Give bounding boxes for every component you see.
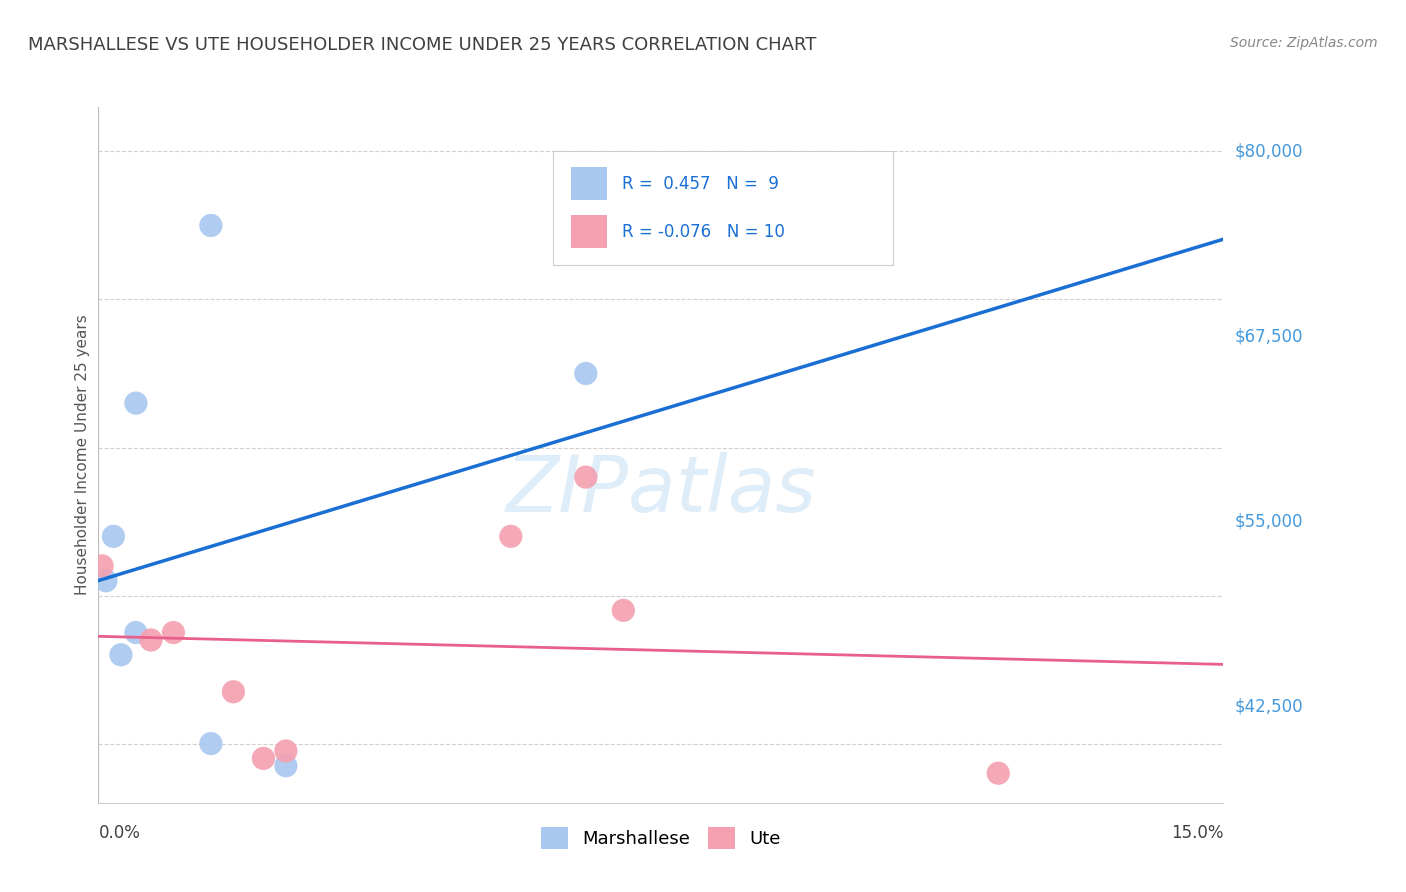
Text: 0.0%: 0.0% (98, 823, 141, 842)
Point (222, 685, 245, 699)
Text: $80,000: $80,000 (1234, 143, 1303, 161)
Text: R = -0.076   N = 10: R = -0.076 N = 10 (621, 223, 785, 241)
Text: $42,500: $42,500 (1234, 698, 1303, 715)
Point (139, 632, 162, 647)
Point (94, 574, 117, 588)
Point (91, 558, 114, 573)
Legend: Marshallese, Ute: Marshallese, Ute (533, 820, 789, 856)
Point (575, 470, 598, 484)
Point (499, 529, 522, 543)
Text: Source: ZipAtlas.com: Source: ZipAtlas.com (1230, 36, 1378, 50)
Point (125, 396, 148, 410)
Point (103, 529, 125, 543)
Point (987, 766, 1010, 780)
Text: MARSHALLESE VS UTE HOUSEHOLDER INCOME UNDER 25 YEARS CORRELATION CHART: MARSHALLESE VS UTE HOUSEHOLDER INCOME UN… (28, 36, 817, 54)
Text: $67,500: $67,500 (1234, 327, 1303, 345)
Point (252, 751, 274, 765)
Point (274, 744, 297, 758)
Point (575, 367, 598, 381)
Text: R =  0.457   N =  9: R = 0.457 N = 9 (621, 175, 779, 193)
Point (274, 759, 297, 773)
Text: ZIPatlas: ZIPatlas (505, 451, 817, 528)
Text: $55,000: $55,000 (1234, 513, 1303, 531)
Text: 15.0%: 15.0% (1171, 823, 1223, 842)
Point (125, 625, 148, 640)
Point (612, 603, 634, 617)
Point (110, 648, 132, 662)
Point (200, 219, 222, 233)
Y-axis label: Householder Income Under 25 years: Householder Income Under 25 years (75, 315, 90, 595)
Point (200, 737, 222, 751)
Point (162, 625, 184, 640)
